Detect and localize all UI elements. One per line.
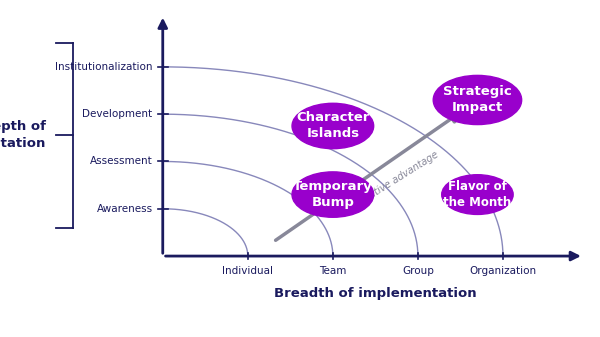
Text: Character
Islands: Character Islands	[296, 112, 370, 141]
Text: Assessment: Assessment	[90, 156, 152, 166]
Text: Competitive advantage: Competitive advantage	[337, 150, 440, 219]
Text: Individual: Individual	[223, 267, 274, 276]
Text: Depth of
implementation: Depth of implementation	[0, 120, 46, 150]
Circle shape	[433, 75, 521, 125]
Text: Breadth of implementation: Breadth of implementation	[274, 287, 476, 300]
Circle shape	[442, 175, 513, 214]
Circle shape	[292, 103, 374, 149]
Text: Institutionalization: Institutionalization	[55, 62, 152, 72]
Text: Flavor of
the Month: Flavor of the Month	[443, 180, 512, 209]
Text: Group: Group	[402, 267, 434, 276]
Text: Organization: Organization	[469, 267, 536, 276]
Text: Temporary
Bump: Temporary Bump	[293, 180, 373, 209]
Circle shape	[292, 172, 374, 217]
Text: Development: Development	[82, 109, 152, 119]
Text: Strategic
Impact: Strategic Impact	[443, 86, 512, 115]
Text: Awareness: Awareness	[97, 204, 152, 214]
Text: Team: Team	[319, 267, 347, 276]
